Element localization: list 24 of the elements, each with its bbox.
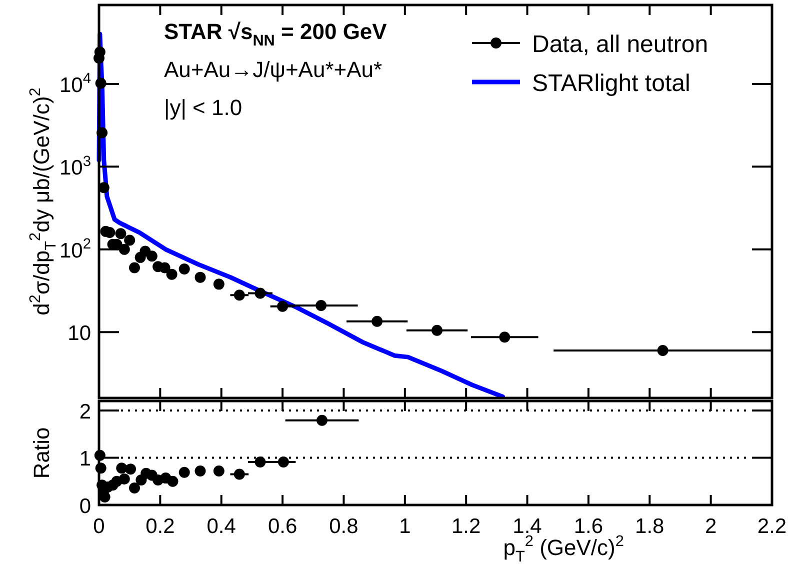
annotation: |y| < 1.0	[164, 95, 242, 120]
legend-label: STARlight total	[532, 70, 690, 97]
annotation: Au+Au→J/ψ+Au*+Au*	[164, 57, 383, 82]
y-tick-label: 10$^{4}$	[59, 71, 91, 97]
y-tick-label: 10$^{3}$	[59, 154, 91, 180]
legend-label: Data, all neutron	[532, 31, 708, 58]
x-tick-label: 0.6	[268, 515, 298, 538]
x-tick-label: 0.2	[146, 515, 175, 538]
y-tick-label: 0	[79, 495, 91, 518]
x-tick-label: 1.6	[574, 515, 604, 538]
x-tick-label: 2	[704, 515, 717, 538]
x-tick-label: 0	[93, 515, 105, 538]
x-tick-label: 0.4	[206, 515, 236, 538]
y-tick-label: 10	[68, 322, 91, 346]
x-tick-label: 0.8	[329, 515, 358, 538]
y-tick-label: 10$^{2}$	[59, 236, 91, 262]
y-tick-label: 1	[79, 448, 91, 471]
x-tick-label: 1.2	[451, 515, 481, 538]
y-axis-title: Ratio	[29, 427, 54, 479]
x-tick-label: 2.2	[757, 515, 787, 538]
x-tick-label: 1.8	[635, 515, 664, 538]
x-tick-label: 1	[399, 515, 411, 538]
y-tick-label: 2	[79, 400, 91, 424]
annotation: STAR √s$_{NN}$ = 200 GeV	[164, 19, 388, 50]
